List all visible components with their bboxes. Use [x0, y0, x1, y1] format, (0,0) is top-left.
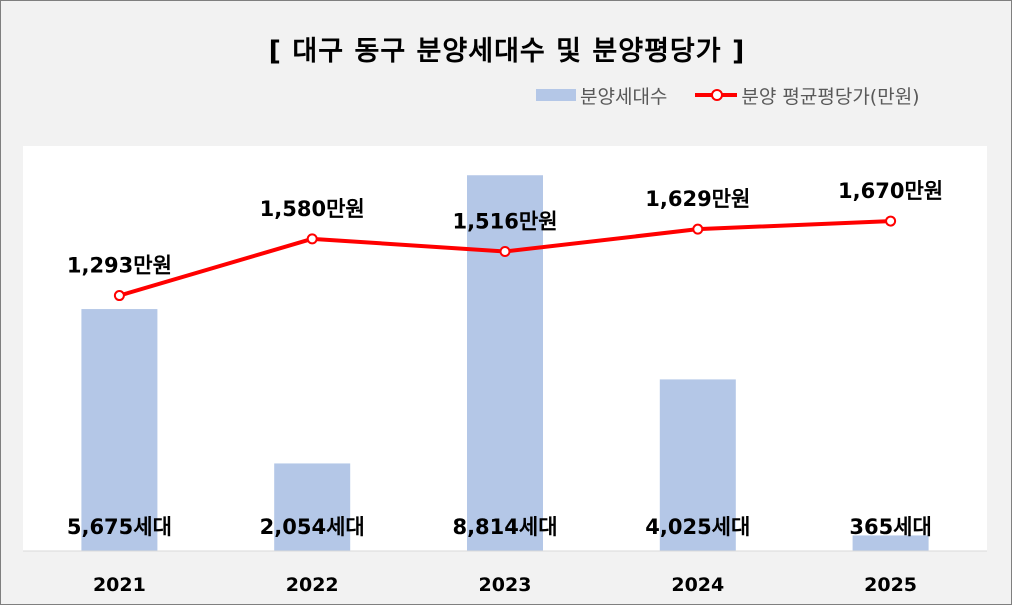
bar-label-2022: 2,054세대	[260, 515, 365, 539]
legend-line-swatch	[695, 89, 738, 101]
chart-title: [ 대구 동구 분양세대수 및 분양평당가 ]	[268, 36, 746, 67]
price-label-2025: 1,670만원	[838, 179, 943, 203]
price-label-2024: 1,629만원	[645, 187, 750, 211]
bar-2025	[852, 535, 929, 551]
x-tick-label-2024: 2024	[671, 574, 724, 596]
bar-2021	[81, 309, 158, 551]
legend-label-price: 분양 평균평당가(만원)	[741, 85, 920, 108]
bar-2024	[659, 379, 736, 551]
bar-label-2023: 8,814세대	[452, 515, 557, 539]
price-marker-2023	[499, 245, 511, 257]
x-tick-label-2022: 2022	[286, 574, 339, 596]
bar-label-2021: 5,675세대	[67, 515, 172, 539]
legend-item-units: 분양세대수	[536, 82, 667, 109]
bar-2023	[467, 175, 543, 551]
x-tick-label-2021: 2021	[93, 574, 146, 596]
price-label-2021: 1,293만원	[67, 254, 172, 278]
bar-label-2025: 365세대	[849, 515, 931, 539]
price-marker-2022	[306, 233, 318, 245]
bar-2022	[274, 463, 351, 551]
price-label-2022: 1,580만원	[260, 197, 365, 221]
legend-item-price: 분양 평균평당가(만원)	[695, 82, 920, 109]
price-marker-2021	[113, 290, 125, 302]
x-tick-label-2025: 2025	[864, 574, 917, 596]
bar-label-2024: 4,025세대	[645, 515, 750, 539]
price-label-2023: 1,516만원	[452, 209, 557, 233]
legend-label-units: 분양세대수	[580, 85, 668, 108]
legend-marker-swatch	[711, 89, 724, 101]
x-tick-label-2023: 2023	[479, 574, 532, 596]
price-marker-2024	[692, 223, 704, 235]
price-marker-2025	[885, 215, 897, 227]
legend-bar-swatch	[536, 89, 576, 101]
chart-legend: 분양세대수 분양 평균평당가(만원)	[536, 82, 948, 109]
